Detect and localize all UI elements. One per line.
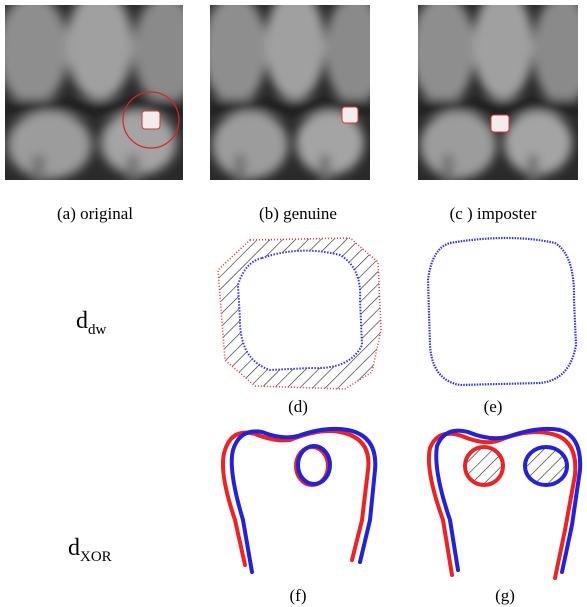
xor-genuine bbox=[223, 429, 375, 572]
row-label: ddw bbox=[76, 308, 107, 338]
caption: (e) bbox=[484, 397, 503, 416]
caption: (g) bbox=[495, 586, 515, 605]
subscript: XOR bbox=[80, 549, 112, 565]
symbol: d bbox=[76, 308, 88, 334]
xor-imposter bbox=[429, 429, 580, 578]
contour-diff bbox=[218, 238, 381, 389]
row-label: dXOR bbox=[68, 535, 112, 565]
subscript: dw bbox=[88, 322, 107, 338]
caption: (d) bbox=[288, 397, 308, 416]
caption: (b) genuine bbox=[259, 204, 337, 223]
contour bbox=[428, 238, 576, 385]
caption: (f) bbox=[290, 586, 307, 605]
xray-original bbox=[0, 0, 200, 185]
symbol: d bbox=[68, 535, 80, 561]
xray-genuine bbox=[203, 0, 385, 185]
figure: (a) original (b) genuine (c ) imposter d… bbox=[0, 0, 587, 607]
caption: (a) original bbox=[57, 204, 133, 223]
xray-imposter bbox=[411, 0, 587, 185]
caption: (c ) imposter bbox=[450, 204, 537, 223]
